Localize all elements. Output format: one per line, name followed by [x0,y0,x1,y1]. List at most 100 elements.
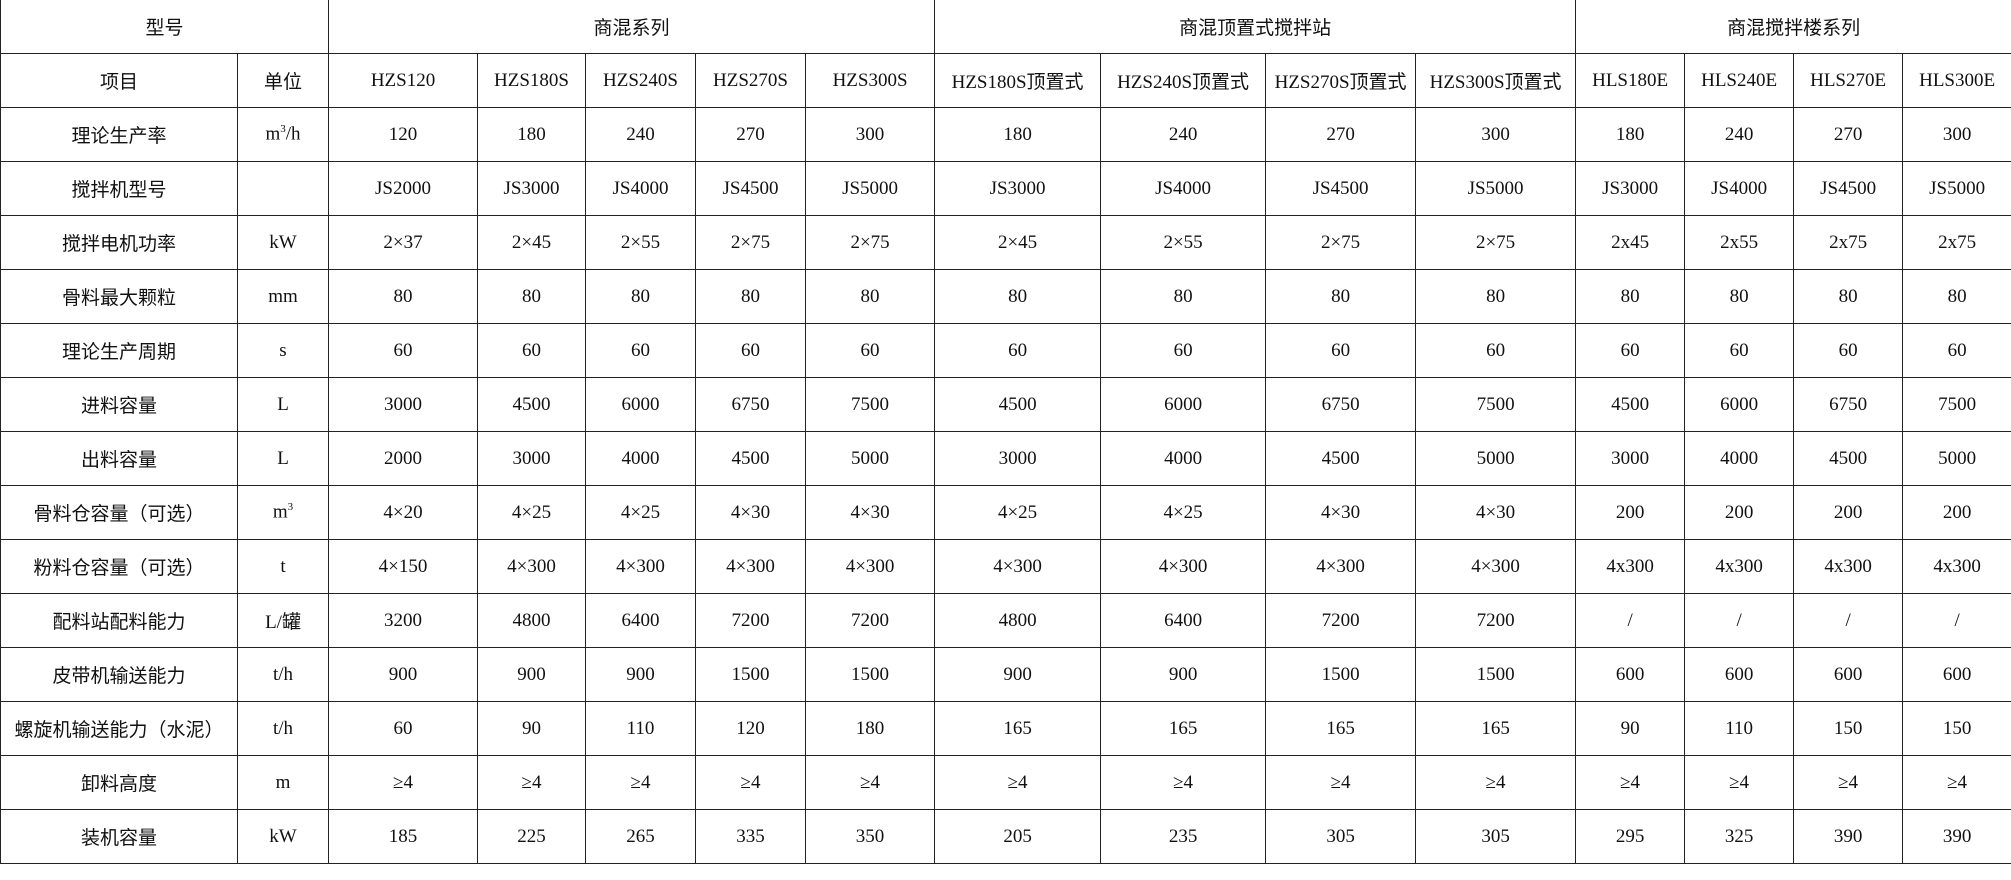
value-cell: JS5000 [1415,161,1577,216]
row-unit: L/罐 [236,593,330,648]
value-cell: 120 [328,107,479,162]
value-cell: 2×75 [695,215,807,270]
unit-base: m [265,123,281,145]
value-cell: 7500 [805,377,936,432]
table-row: 进料容量 L 3000 4500 6000 6750 7500 4500 6000 6750 750… [0,377,2011,432]
model-header: HLS240E [1684,53,1795,108]
row-unit: mm [236,269,330,324]
value-cell: 60 [328,701,479,756]
value-cell: 2×75 [805,215,936,270]
value-cell: 4×300 [1100,539,1267,594]
value-cell: 60 [1265,323,1417,378]
group-header: 商混顶置式搅拌站 [934,0,1577,54]
row-item: 卸料高度 [0,755,238,810]
value-cell: / [1684,593,1795,648]
value-cell: ≥4 [585,755,697,810]
unit-base: m [272,501,288,523]
value-cell: 90 [1575,701,1686,756]
table-row: 理论生产周期 s 60 60 60 60 60 60 60 60 60 60 60 60 60 [0,323,2011,378]
value-cell: 200 [1575,485,1686,540]
value-cell: 4000 [585,431,697,486]
value-cell: ≥4 [1100,755,1267,810]
value-cell: 6000 [585,377,697,432]
value-cell: 6000 [1684,377,1795,432]
value-cell: 1500 [695,647,807,702]
value-cell: 150 [1902,701,2011,756]
value-cell: JS4000 [1684,161,1795,216]
value-cell: 7500 [1902,377,2011,432]
table-row: 卸料高度 m ≥4 ≥4 ≥4 ≥4 ≥4 ≥4 ≥4 ≥4 ≥4 ≥4 ≥4 ≥4 ≥4 [0,755,2011,810]
model-header: HZS120 [328,53,479,108]
value-cell: 4×25 [1100,485,1267,540]
row-item: 螺旋机输送能力（水泥） [0,701,238,756]
table-row: 骨料最大颗粒 mm 80 80 80 80 80 80 80 80 80 80 80 80 80 [0,269,2011,324]
value-cell: 2x45 [1575,215,1686,270]
value-cell: 7200 [805,593,936,648]
row-item: 理论生产率 [0,107,238,162]
value-cell: ≥4 [1684,755,1795,810]
row-unit: m [236,755,330,810]
value-cell: ≥4 [1265,755,1417,810]
value-cell: 60 [1415,323,1577,378]
model-header: HZS270S [695,53,807,108]
row-unit: L [236,377,330,432]
value-cell: 3000 [1575,431,1686,486]
value-cell: 80 [1902,269,2011,324]
value-cell: 4500 [695,431,807,486]
group-header: 商混系列 [328,0,936,54]
item-label: 项目 [0,53,238,108]
value-cell: 2×37 [328,215,479,270]
value-cell: 4800 [477,593,587,648]
value-cell: 240 [585,107,697,162]
value-cell: 2×55 [585,215,697,270]
value-cell: 600 [1902,647,2011,702]
value-cell: 80 [1265,269,1417,324]
value-cell: 80 [1575,269,1686,324]
value-cell: 2×45 [934,215,1102,270]
model-header: HZS240S [585,53,697,108]
value-cell: 165 [934,701,1102,756]
value-cell: 900 [328,647,479,702]
value-cell: 6000 [1100,377,1267,432]
value-cell: 4500 [1575,377,1686,432]
value-cell: 60 [695,323,807,378]
table-row: 粉料仓容量（可选） t 4×150 4×300 4×300 4×300 4×300 4×300… [0,539,2011,594]
value-cell: 270 [1793,107,1904,162]
value-cell: 305 [1265,809,1417,864]
value-cell: 80 [1793,269,1904,324]
value-cell: 5000 [805,431,936,486]
value-cell: 4×30 [1265,485,1417,540]
value-cell: 6400 [585,593,697,648]
value-cell: 2x55 [1684,215,1795,270]
value-cell: ≥4 [1415,755,1577,810]
value-cell: 4×150 [328,539,479,594]
value-cell: 200 [1793,485,1904,540]
model-header: HZS180S [477,53,587,108]
value-cell: 90 [477,701,587,756]
value-cell: 3000 [328,377,479,432]
table-row: 理论生产率 m3/h 120 180 240 270 300 180 240 270 300 180 2… [0,107,2011,162]
value-cell: 3000 [477,431,587,486]
row-unit: m3 [236,485,330,540]
value-cell: 2x75 [1793,215,1904,270]
value-cell: 150 [1793,701,1904,756]
value-cell: 7200 [1265,593,1417,648]
model-header: HLS300E [1902,53,2011,108]
value-cell: 6750 [1265,377,1417,432]
value-cell: 900 [585,647,697,702]
value-cell: 4×30 [805,485,936,540]
value-cell: 180 [477,107,587,162]
value-cell: 4×300 [1415,539,1577,594]
value-cell: / [1575,593,1686,648]
value-cell: JS4500 [1793,161,1904,216]
table-row: 配料站配料能力 L/罐 3200 4800 6400 7200 7200 4800 6400 72… [0,593,2011,648]
value-cell: 200 [1684,485,1795,540]
value-cell: ≥4 [1575,755,1686,810]
value-cell: 900 [1100,647,1267,702]
value-cell: 60 [934,323,1102,378]
row-unit: L [236,431,330,486]
value-cell: 4×25 [934,485,1102,540]
value-cell: 4×30 [1415,485,1577,540]
row-unit: t [236,539,330,594]
